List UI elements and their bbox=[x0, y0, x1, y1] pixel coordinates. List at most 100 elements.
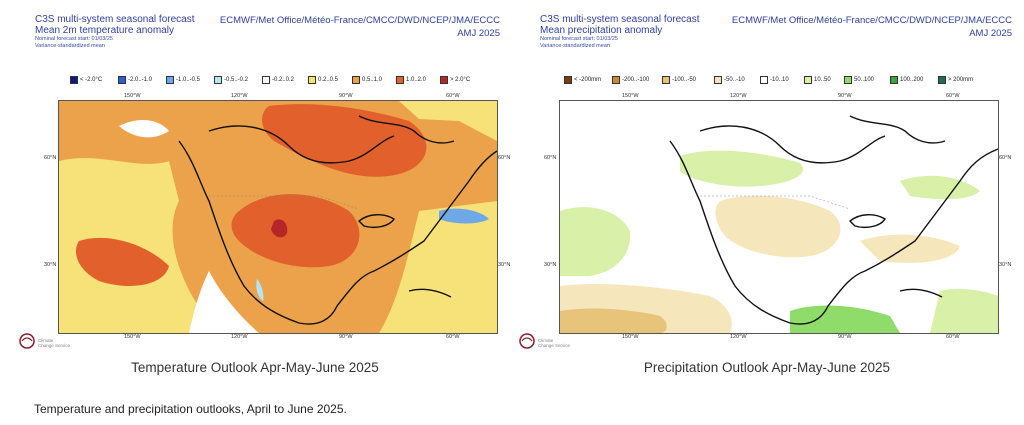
legend-label: 1.0..2.0 bbox=[406, 77, 427, 83]
method-note: Variance-standardized mean bbox=[540, 43, 610, 49]
legend-label: -100..-50 bbox=[672, 77, 697, 83]
lat-label: 30°N bbox=[544, 262, 557, 268]
legend-item: -200..-100 bbox=[612, 73, 649, 87]
temperature-legend: < -2.0°C -2.0..-1.0 -1.0..-0.5 -0.5..-0.… bbox=[0, 73, 510, 87]
legend-label: 0.2..0.5 bbox=[318, 77, 339, 83]
map-subtitle: Mean 2m temperature anomaly bbox=[35, 25, 174, 36]
white-anomaly-region bbox=[119, 119, 169, 138]
legend-swatch bbox=[70, 76, 78, 84]
temperature-outlook-panel: C3S multi-system seasonal forecast Mean … bbox=[0, 0, 510, 390]
legend-label: -1.0..-0.5 bbox=[176, 77, 201, 83]
logo-text: Climate Change Service bbox=[38, 338, 71, 348]
legend-label: < -2.0°C bbox=[80, 77, 103, 83]
legend-label: -0.2..0.2 bbox=[272, 77, 295, 83]
lon-label: 120°W bbox=[730, 334, 747, 340]
climate-service-logo: Climate Change Service bbox=[518, 332, 578, 360]
map-subtitle: Mean precipitation anomaly bbox=[540, 25, 663, 36]
great-lakes bbox=[848, 214, 886, 228]
coastlines bbox=[178, 115, 497, 325]
lat-label: 60°N bbox=[999, 155, 1012, 161]
forecast-period: AMJ 2025 bbox=[457, 28, 500, 39]
dark-red-anomaly-region bbox=[271, 219, 288, 238]
logo-text: Climate Change Service bbox=[538, 338, 571, 348]
legend-swatch bbox=[440, 76, 448, 84]
legend-swatch bbox=[564, 76, 572, 84]
lon-label: 150°W bbox=[622, 334, 639, 340]
yellow-anomaly-region bbox=[379, 201, 497, 333]
borders bbox=[700, 195, 851, 210]
centres-list: ECMWF/Met Office/Météo-France/CMCC/DWD/N… bbox=[731, 15, 1012, 26]
legend-swatch bbox=[890, 76, 898, 84]
legend-item: 0.5..1.0 bbox=[352, 73, 382, 87]
lon-label: 150°W bbox=[124, 334, 141, 340]
legend-swatch bbox=[396, 76, 404, 84]
lon-label: 150°W bbox=[124, 93, 141, 99]
temperature-centres-header: ECMWF/Met Office/Météo-France/CMCC/DWD/N… bbox=[220, 14, 500, 40]
centres-list: ECMWF/Met Office/Météo-France/CMCC/DWD/N… bbox=[219, 15, 500, 26]
coastline-path bbox=[669, 140, 998, 325]
legend-item: < -2.0°C bbox=[70, 73, 102, 87]
legend-swatch bbox=[166, 76, 174, 84]
legend-item: -2.0..-1.0 bbox=[118, 73, 152, 87]
yellow-anomaly-region bbox=[59, 101, 497, 141]
legend-swatch bbox=[938, 76, 946, 84]
legend-item: 100..200 bbox=[890, 73, 923, 87]
legend-label: -200..-100 bbox=[622, 77, 650, 83]
lat-label: 30°N bbox=[999, 262, 1012, 268]
logo-icon bbox=[19, 333, 35, 349]
legend-item: 1.0..2.0 bbox=[396, 73, 426, 87]
temperature-anomaly-map bbox=[58, 100, 498, 334]
lon-label: 90°W bbox=[838, 334, 852, 340]
precipitation-caption: Precipitation Outlook Apr-May-June 2025 bbox=[643, 360, 891, 375]
legend-label: -0.5..-0.2 bbox=[224, 77, 249, 83]
caribbean-islands bbox=[899, 288, 943, 298]
lon-label: 150°W bbox=[622, 93, 639, 99]
legend-label: > 2.0°C bbox=[450, 77, 471, 83]
lat-label: 60°N bbox=[498, 155, 511, 161]
coastline-path bbox=[178, 140, 497, 325]
lon-label: 60°W bbox=[446, 93, 460, 99]
legend-label: 50..100 bbox=[854, 77, 875, 83]
figure-caption: Temperature and precipitation outlooks, … bbox=[34, 402, 347, 416]
forecast-start: Nominal forecast start: 01/03/25 bbox=[35, 36, 113, 42]
lon-label: 90°W bbox=[339, 334, 353, 340]
legend-swatch bbox=[844, 76, 852, 84]
legend-label: -10..10 bbox=[770, 77, 789, 83]
coastline-path bbox=[699, 125, 886, 164]
lat-label: 60°N bbox=[544, 155, 557, 161]
legend-item: -0.5..-0.2 bbox=[214, 73, 248, 87]
precipitation-map-svg bbox=[560, 101, 998, 333]
red-anomaly-region bbox=[231, 194, 360, 268]
lon-label: 90°W bbox=[339, 93, 353, 99]
temperature-map-svg bbox=[59, 101, 497, 333]
lat-label: 30°N bbox=[44, 262, 57, 268]
lon-label: 120°W bbox=[231, 93, 248, 99]
lon-label: 120°W bbox=[231, 334, 248, 340]
white-anomaly-region bbox=[189, 271, 259, 333]
light-blue-anomaly-region bbox=[256, 279, 264, 301]
coastline-path bbox=[358, 115, 455, 144]
legend-item: -100..-50 bbox=[662, 73, 696, 87]
tan-anomaly-region bbox=[560, 308, 667, 333]
legend-item: -10..10 bbox=[760, 73, 789, 87]
forecast-start: Nominal forecast start: 01/03/25 bbox=[540, 36, 618, 42]
lat-label: 30°N bbox=[498, 262, 511, 268]
great-lakes bbox=[357, 214, 395, 228]
green-anomaly-region bbox=[790, 305, 900, 333]
red-anomaly-region bbox=[262, 104, 427, 177]
legend-item: > 2.0°C bbox=[440, 73, 470, 87]
legend-label: < -200mm bbox=[574, 77, 602, 83]
lon-label: 60°W bbox=[446, 334, 460, 340]
light-green-anomaly-region bbox=[680, 150, 804, 187]
caribbean-islands bbox=[408, 288, 452, 298]
precipitation-anomaly-map bbox=[559, 100, 999, 334]
blue-anomaly-region bbox=[439, 208, 489, 224]
light-green-anomaly-region bbox=[560, 207, 631, 276]
legend-label: > 200mm bbox=[948, 77, 974, 83]
legend-item: 0.2..0.5 bbox=[308, 73, 338, 87]
legend-swatch bbox=[262, 76, 270, 84]
legend-item: 50..100 bbox=[844, 73, 874, 87]
legend-item: 10..50 bbox=[804, 73, 831, 87]
light-tan-anomaly-region bbox=[860, 234, 960, 263]
legend-item: < -200mm bbox=[564, 73, 601, 87]
